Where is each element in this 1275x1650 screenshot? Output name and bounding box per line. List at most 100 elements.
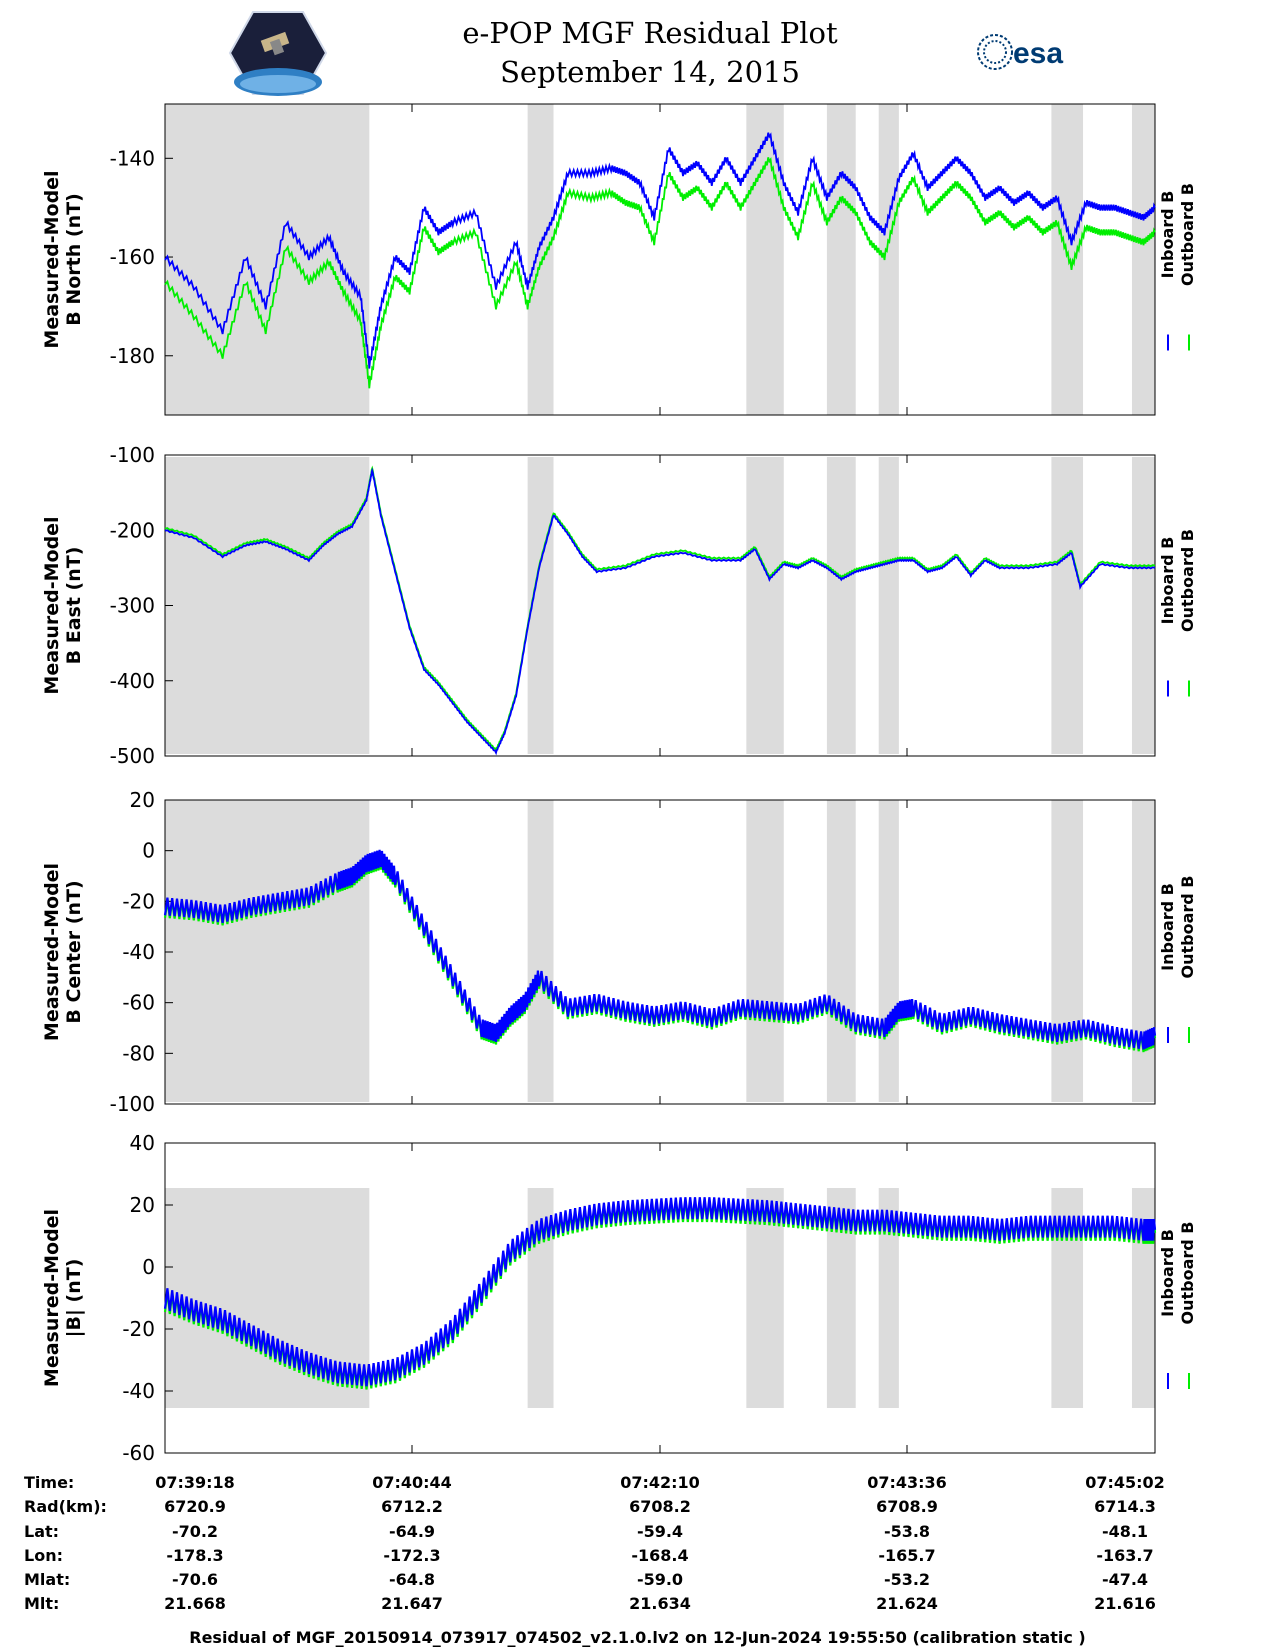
ephemeris-value: -47.4 <box>1101 1570 1149 1589</box>
series-outboard-line <box>164 156 1156 389</box>
y-axis-label-units: B North (nT) <box>63 193 85 326</box>
footer-caption: Residual of MGF_20150914_073917_074502_v… <box>189 1628 1086 1647</box>
ephemeris-value: -168.4 <box>631 1546 689 1565</box>
shaded-region <box>1051 800 1084 1102</box>
ephemeris-row-label: Rad(km): <box>24 1497 107 1516</box>
series-inboard-line <box>163 849 1157 1050</box>
series-outboard-line <box>163 1200 1157 1390</box>
shaded-region <box>1131 457 1155 754</box>
ephemeris-value: -53.8 <box>883 1522 931 1541</box>
legend-inboard-label: Inboard B <box>1158 191 1177 279</box>
ephemeris-value: 6720.9 <box>164 1497 226 1516</box>
y-tick-label: -60 <box>122 1441 155 1465</box>
legend-inboard-label: Inboard B <box>1158 537 1177 625</box>
shaded-region <box>165 800 370 1102</box>
y-tick-label: -400 <box>110 669 155 693</box>
x-tick-label: 07:45:02 <box>1085 1473 1165 1492</box>
x-tick-label: 07:42:10 <box>620 1473 700 1492</box>
ephemeris-value: -172.3 <box>383 1546 441 1565</box>
ephemeris-row-label: Mlt: <box>24 1594 60 1613</box>
esa-logo-icon: esa <box>977 34 1063 70</box>
shaded-region <box>878 104 899 415</box>
ephemeris-value: -178.3 <box>166 1546 224 1565</box>
y-tick-label: -180 <box>110 344 155 368</box>
ephemeris-value: -59.4 <box>636 1522 684 1541</box>
ephemeris-value: -53.2 <box>883 1570 931 1589</box>
shaded-region <box>826 104 856 415</box>
y-tick-label: -40 <box>122 1379 155 1403</box>
y-tick-label: -20 <box>122 889 155 913</box>
y-axis-label: Measured-Model <box>41 516 63 694</box>
y-tick-label: -100 <box>110 443 155 467</box>
series-inboard-line <box>164 132 1156 369</box>
esa-logo-text: esa <box>1013 37 1063 70</box>
series-inboard-line <box>164 467 1156 756</box>
shaded-region <box>1131 104 1155 415</box>
cassiope-mission-patch-icon <box>228 11 328 96</box>
ephemeris-value: 21.634 <box>629 1594 691 1613</box>
y-axis-label: Measured-Model <box>41 170 63 348</box>
ephemeris-row-label: Lon: <box>24 1546 63 1565</box>
y-tick-label: -200 <box>110 518 155 542</box>
ephemeris-value: -59.0 <box>636 1570 684 1589</box>
series-inboard-line <box>163 1197 1157 1387</box>
ephemeris-value: 21.668 <box>164 1594 226 1613</box>
y-tick-label: -60 <box>122 991 155 1015</box>
ephemeris-value: -70.2 <box>171 1522 219 1541</box>
ephemeris-value: -165.7 <box>878 1546 936 1565</box>
legend-inboard-label: Inboard B <box>1158 1229 1177 1317</box>
y-tick-label: -20 <box>122 1317 155 1341</box>
x-tick-label: 07:39:18 <box>155 1473 235 1492</box>
legend-outboard-label: Outboard B <box>1178 1222 1197 1325</box>
y-tick-label: -40 <box>122 940 155 964</box>
shaded-region <box>1051 104 1084 415</box>
x-tick-label: 07:43:36 <box>867 1473 947 1492</box>
y-tick-label: -80 <box>122 1041 155 1065</box>
page-subtitle: September 14, 2015 <box>500 55 800 89</box>
ephemeris-row-label: Mlat: <box>24 1570 71 1589</box>
shaded-region <box>878 457 899 754</box>
ephemeris-row-label: Lat: <box>24 1522 60 1541</box>
shaded-region <box>527 104 554 415</box>
ephemeris-value: -64.9 <box>388 1522 436 1541</box>
y-tick-label: -300 <box>110 594 155 618</box>
legend-outboard-label: Outboard B <box>1178 183 1197 286</box>
shaded-region <box>1051 457 1084 754</box>
series-outboard-line <box>163 852 1157 1053</box>
shaded-region <box>527 800 554 1102</box>
y-tick-label: 20 <box>130 1193 155 1217</box>
shaded-region <box>746 800 784 1102</box>
y-axis-label-units: |B| (nT) <box>63 1259 85 1338</box>
ephemeris-value: -70.6 <box>171 1570 219 1589</box>
y-axis-label: Measured-Model <box>41 1209 63 1387</box>
y-tick-label: 40 <box>130 1131 155 1155</box>
ephemeris-value: -48.1 <box>1101 1522 1149 1541</box>
ephemeris-value: 21.647 <box>381 1594 443 1613</box>
ephemeris-value: 6714.3 <box>1094 1497 1156 1516</box>
ephemeris-value: 6712.2 <box>381 1497 443 1516</box>
ephemeris-value: 6708.9 <box>876 1497 938 1516</box>
shaded-region <box>1131 800 1155 1102</box>
y-tick-label: 20 <box>130 788 155 812</box>
legend-inboard-label: Inboard B <box>1158 883 1177 971</box>
y-axis-label-units: B Center (nT) <box>63 880 85 1023</box>
y-tick-label: -100 <box>110 1092 155 1116</box>
y-tick-label: -140 <box>110 146 155 170</box>
ephemeris-value: -64.8 <box>388 1570 436 1589</box>
ephemeris-value: 6708.2 <box>629 1497 691 1516</box>
y-axis-label: Measured-Model <box>41 863 63 1041</box>
legend-outboard-label: Outboard B <box>1178 529 1197 632</box>
y-axis-label-units: B East (nT) <box>63 547 85 665</box>
legend-outboard-label: Outboard B <box>1178 876 1197 979</box>
shaded-region <box>165 104 370 415</box>
ephemeris-value: 21.616 <box>1094 1594 1156 1613</box>
shaded-region <box>826 457 856 754</box>
shaded-region <box>826 800 856 1102</box>
y-tick-label: 0 <box>142 839 155 863</box>
shaded-region <box>746 457 784 754</box>
ephemeris-value: -163.7 <box>1096 1546 1154 1565</box>
shaded-region <box>746 104 784 415</box>
ephemeris-row-label: Time: <box>24 1473 75 1492</box>
